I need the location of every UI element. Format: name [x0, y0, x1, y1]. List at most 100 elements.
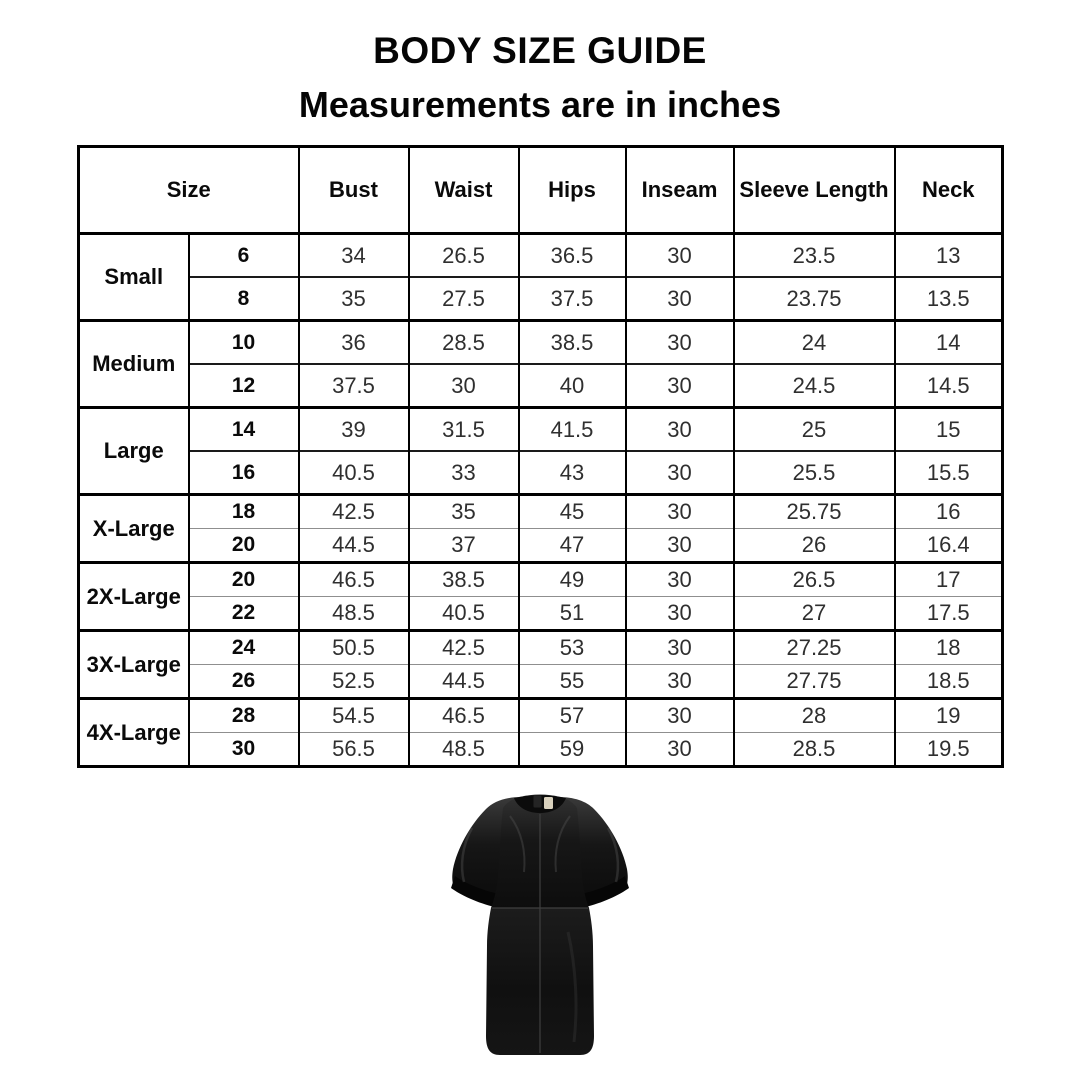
- cell-inseam: 30: [624, 319, 735, 364]
- cell-inseam: 30: [624, 450, 735, 495]
- size-number: 14: [187, 406, 300, 451]
- cell-inseam: 30: [624, 629, 735, 665]
- cell-inseam: 30: [624, 232, 735, 277]
- cell-bust: 39: [297, 406, 410, 451]
- dress-highlight: [554, 815, 571, 873]
- size-row-4x-large-30: 30 56.5 48.5 59 30 28.5 19.5: [79, 732, 1004, 767]
- cell-neck: 13: [893, 232, 1004, 277]
- cell-sleeve-length: 25: [732, 406, 896, 451]
- cell-bust: 34: [297, 232, 410, 277]
- size-number: 18: [187, 493, 300, 529]
- cell-neck: 18.5: [893, 664, 1004, 699]
- size-number: 16: [187, 450, 300, 495]
- cell-sleeve-length: 26: [732, 528, 896, 563]
- page-title: BODY SIZE GUIDE: [373, 30, 707, 71]
- cell-bust: 40.5: [297, 450, 410, 495]
- size-group-label: Medium: [77, 319, 190, 408]
- cell-bust: 44.5: [297, 528, 410, 563]
- dress-zipper-tab: [533, 795, 542, 808]
- header-sleeve-length: Sleeve Length: [732, 146, 896, 235]
- cell-neck: 14.5: [893, 363, 1004, 408]
- cell-waist: 40.5: [407, 596, 520, 631]
- size-number: 30: [187, 732, 300, 767]
- product-photo-dress: [448, 792, 632, 1064]
- size-group-label: 2X-Large: [77, 561, 190, 631]
- cell-waist: 35: [407, 493, 520, 529]
- cell-sleeve-length: 28.5: [732, 732, 896, 767]
- cell-sleeve-length: 24: [732, 319, 896, 364]
- cell-hips: 49: [517, 561, 627, 597]
- cell-sleeve-length: 25.5: [732, 450, 896, 495]
- size-row-large-14: Large 14 39 31.5 41.5 30 25 15: [77, 406, 1004, 495]
- header-inseam: Inseam: [624, 146, 735, 235]
- size-row-small-6: Small 6 34 26.5 36.5 30 23.5 13: [77, 232, 1004, 321]
- cell-sleeve-length: 23.5: [732, 232, 896, 277]
- size-group-label: Large: [77, 406, 190, 495]
- cell-inseam: 30: [624, 528, 735, 563]
- cell-waist: 27.5: [407, 276, 520, 321]
- cell-hips: 37.5: [517, 276, 627, 321]
- size-row-small-8: 8 35 27.5 37.5 30 23.75 13.5: [79, 276, 1004, 321]
- size-number: 26: [187, 664, 300, 699]
- header-neck: Neck: [893, 146, 1004, 235]
- cell-waist: 37: [407, 528, 520, 563]
- cell-hips: 59: [517, 732, 627, 767]
- cell-neck: 19: [893, 697, 1004, 733]
- cell-sleeve-length: 27: [732, 596, 896, 631]
- cell-waist: 30: [407, 363, 520, 408]
- cell-bust: 54.5: [297, 697, 410, 733]
- cell-bust: 50.5: [297, 629, 410, 665]
- size-row-4x-large-28: 4X-Large 28 54.5 46.5 57 30 28 19: [77, 697, 1004, 767]
- size-number: 20: [187, 528, 300, 563]
- cell-bust: 46.5: [297, 561, 410, 597]
- cell-neck: 17.5: [893, 596, 1004, 631]
- size-number: 12: [187, 363, 300, 408]
- cell-bust: 52.5: [297, 664, 410, 699]
- cell-neck: 16.4: [893, 528, 1004, 563]
- cell-hips: 51: [517, 596, 627, 631]
- cell-bust: 56.5: [297, 732, 410, 767]
- cell-hips: 40: [517, 363, 627, 408]
- cell-inseam: 30: [624, 276, 735, 321]
- size-row-large-16: 16 40.5 33 43 30 25.5 15.5: [79, 450, 1004, 495]
- table-header-row: Size Bust Waist Hips Inseam Sleeve Length Neck: [77, 146, 1004, 235]
- cell-hips: 45: [517, 493, 627, 529]
- cell-sleeve-length: 23.75: [732, 276, 896, 321]
- header-bust: Bust: [297, 146, 410, 235]
- cell-sleeve-length: 25.75: [732, 493, 896, 529]
- cell-neck: 15.5: [893, 450, 1004, 495]
- cell-hips: 53: [517, 629, 627, 665]
- cell-inseam: 30: [624, 363, 735, 408]
- size-number: 24: [187, 629, 300, 665]
- size-row-x-large-18: X-Large 18 42.5 35 45 30 25.75 16: [77, 493, 1004, 563]
- page-subtitle: Measurements are in inches: [298, 84, 782, 125]
- cell-bust: 35: [297, 276, 410, 321]
- size-number: 22: [187, 596, 300, 631]
- cell-hips: 41.5: [517, 406, 627, 451]
- cell-hips: 57: [517, 697, 627, 733]
- cell-waist: 38.5: [407, 561, 520, 597]
- cell-neck: 13.5: [893, 276, 1004, 321]
- cell-neck: 18: [893, 629, 1004, 665]
- table-body: Small 6 34 26.5 36.5 30 23.5 13 8 35 27.5 37.5 30 23.…: [77, 232, 1004, 767]
- cell-bust: 37.5: [297, 363, 410, 408]
- size-guide-table: Size Bust Waist Hips Inseam Sleeve Length Neck…: [77, 145, 1004, 768]
- size-row-2x-large-22: 22 48.5 40.5 51 30 27 17.5: [79, 596, 1004, 631]
- cell-inseam: 30: [624, 406, 735, 451]
- size-group-label: X-Large: [77, 493, 190, 563]
- cell-waist: 42.5: [407, 629, 520, 665]
- size-number: 8: [187, 276, 300, 321]
- size-row-x-large-20: 20 44.5 37 47 30 26 16.4: [79, 528, 1004, 563]
- size-row-2x-large-20: 2X-Large 20 46.5 38.5 49 30 26.5 17: [77, 561, 1004, 631]
- cell-hips: 55: [517, 664, 627, 699]
- cell-inseam: 30: [624, 664, 735, 699]
- cell-inseam: 30: [624, 732, 735, 767]
- size-number: 10: [187, 319, 300, 364]
- dress-illustration: [451, 794, 629, 1055]
- cell-sleeve-length: 27.25: [732, 629, 896, 665]
- cell-bust: 48.5: [297, 596, 410, 631]
- cell-inseam: 30: [624, 596, 735, 631]
- size-group-label: 4X-Large: [77, 697, 190, 767]
- cell-hips: 43: [517, 450, 627, 495]
- size-group-label: Small: [77, 232, 190, 321]
